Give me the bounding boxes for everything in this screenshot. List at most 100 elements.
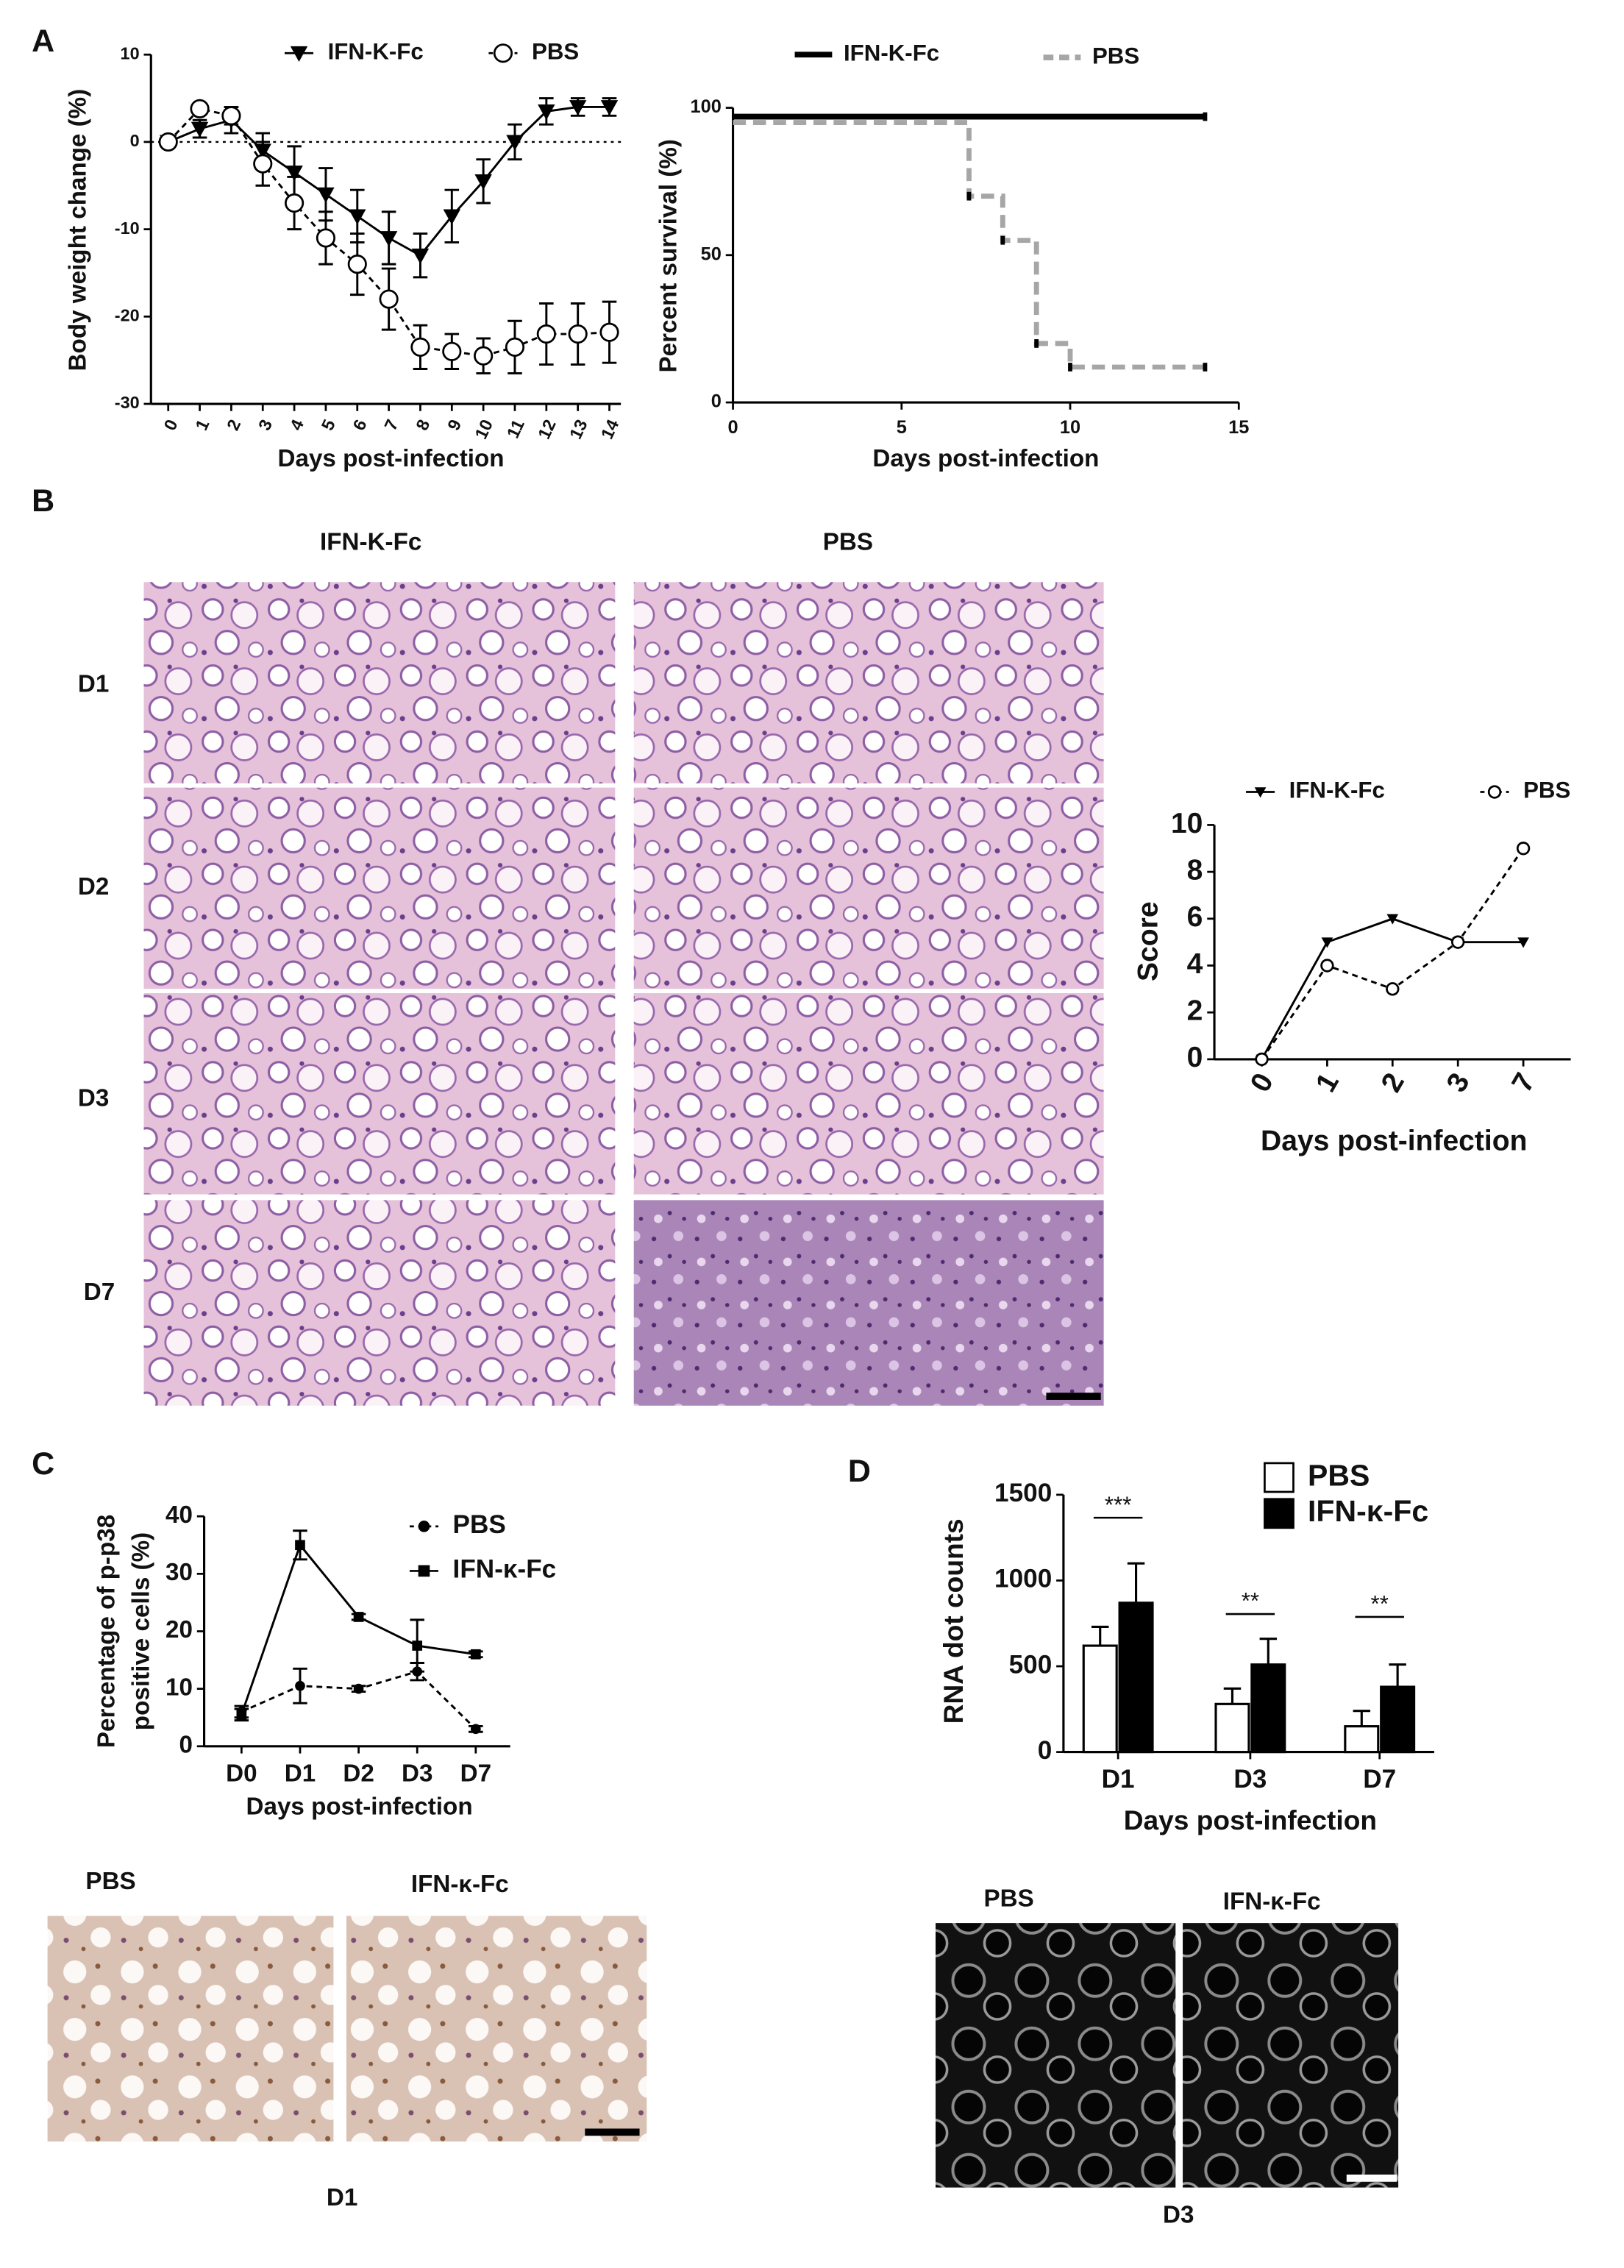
error-bar	[1389, 1663, 1406, 1688]
caption: D3	[1163, 2201, 1194, 2228]
legend-marker	[290, 46, 308, 63]
x-tick-label: D0	[226, 1760, 257, 1788]
marker	[190, 99, 210, 118]
x-tick-label: 12	[534, 416, 560, 442]
survival-line	[733, 120, 1205, 370]
y-tick-label: 10	[165, 1674, 193, 1701]
b-micrographs: IFN-Κ-Fc PBS D1 D2 D3 D7	[78, 528, 1104, 1406]
x-tick-label: 4	[286, 416, 307, 433]
x-tick-label: 2	[223, 416, 244, 433]
series-line	[241, 1670, 477, 1730]
bar	[1380, 1685, 1416, 1754]
marker	[568, 324, 588, 344]
x-tick-label: 13	[566, 416, 591, 442]
y-tick-label: -10	[115, 218, 140, 238]
column-label: IFN-κ-Fc	[411, 1871, 509, 1898]
marker	[353, 1612, 364, 1622]
y-tick-label: 1000	[994, 1565, 1052, 1593]
marker	[412, 1640, 423, 1651]
x-tick-label: 15	[1228, 417, 1249, 438]
y-axis-label: Body weight change (%)	[64, 89, 91, 372]
y-axis-label: Percentage of p-p38	[93, 1515, 120, 1748]
marker	[1386, 914, 1399, 925]
marker	[505, 337, 525, 357]
marker	[443, 209, 461, 225]
micrograph	[143, 582, 616, 783]
marker	[411, 248, 430, 264]
x-tick-label: 0	[160, 416, 182, 433]
marker	[506, 135, 524, 151]
legend-label: PBS	[532, 39, 579, 65]
y-tick-label: 0	[1187, 1042, 1203, 1073]
marker	[349, 209, 366, 225]
censor-mark	[966, 191, 972, 201]
significance-label: **	[1242, 1588, 1259, 1614]
y-tick-label: 0	[130, 131, 140, 150]
marker	[536, 324, 556, 344]
censor-mark	[1034, 339, 1039, 348]
micrograph	[936, 1923, 1176, 2188]
error-bar	[1127, 1562, 1145, 1603]
censor-mark	[1068, 363, 1072, 372]
marker	[236, 1709, 247, 1720]
scale-bar	[1346, 2175, 1397, 2182]
x-tick-label: D2	[343, 1760, 374, 1788]
bar	[1118, 1602, 1154, 1754]
marker	[158, 132, 178, 152]
x-tick-label: 6	[349, 416, 371, 433]
legend-marker	[418, 1521, 430, 1532]
legend-marker	[493, 43, 513, 63]
marker	[295, 1680, 305, 1691]
micrograph	[1183, 1923, 1399, 2188]
x-tick-label: 10	[1060, 417, 1080, 438]
micrograph	[143, 993, 616, 1195]
marker	[1451, 935, 1465, 949]
y-tick-label: 40	[165, 1501, 193, 1529]
marker	[410, 337, 430, 357]
marker	[253, 154, 273, 174]
error-bar	[1259, 1638, 1278, 1665]
x-tick-label: 5	[318, 416, 339, 433]
panel-label: A	[32, 24, 54, 59]
scale-bar	[585, 2128, 640, 2136]
x-tick-label: 1	[1310, 1068, 1345, 1098]
y-tick-label: 1500	[994, 1479, 1052, 1507]
y-tick-label: 2	[1187, 995, 1203, 1027]
panel-labels: A B C D	[32, 24, 871, 1489]
y-tick-label: 8	[1187, 854, 1203, 886]
marker	[474, 346, 494, 366]
micrograph	[143, 787, 616, 989]
x-tick-label: 0	[1244, 1068, 1280, 1098]
marker	[470, 1724, 481, 1735]
bar	[1214, 1702, 1250, 1754]
marker	[347, 255, 367, 274]
x-tick-label: 10	[471, 416, 497, 442]
censor-mark	[1203, 363, 1208, 372]
y-axis-label: Score	[1132, 901, 1164, 981]
x-tick-label: 9	[444, 416, 465, 433]
y-tick-label: 6	[1187, 901, 1203, 933]
micrograph	[47, 1916, 334, 2142]
legend-marker	[1487, 785, 1502, 799]
caption: D1	[327, 2184, 357, 2211]
x-axis-label: Days post-infection	[1261, 1126, 1527, 1157]
x-tick-label: 8	[412, 416, 433, 433]
series-line	[1261, 847, 1525, 1060]
legend-label: PBS	[1308, 1458, 1370, 1492]
x-tick-label: D1	[285, 1760, 316, 1788]
y-tick-label: 0	[1038, 1736, 1053, 1765]
y-tick-label: 10	[121, 43, 140, 63]
legend-label: PBS	[1523, 778, 1570, 803]
marker	[1517, 937, 1529, 948]
x-tick-label: D3	[402, 1760, 432, 1788]
error-bar	[1223, 1687, 1242, 1704]
legend-marker	[418, 1565, 430, 1577]
marker	[285, 193, 304, 213]
row-label: D2	[78, 873, 109, 900]
x-axis-label: Days post-infection	[246, 1794, 473, 1821]
x-tick-label: 0	[727, 417, 738, 438]
series-line	[167, 107, 610, 358]
y-tick-label: 30	[165, 1559, 193, 1586]
y-tick-label: 4	[1187, 948, 1203, 980]
